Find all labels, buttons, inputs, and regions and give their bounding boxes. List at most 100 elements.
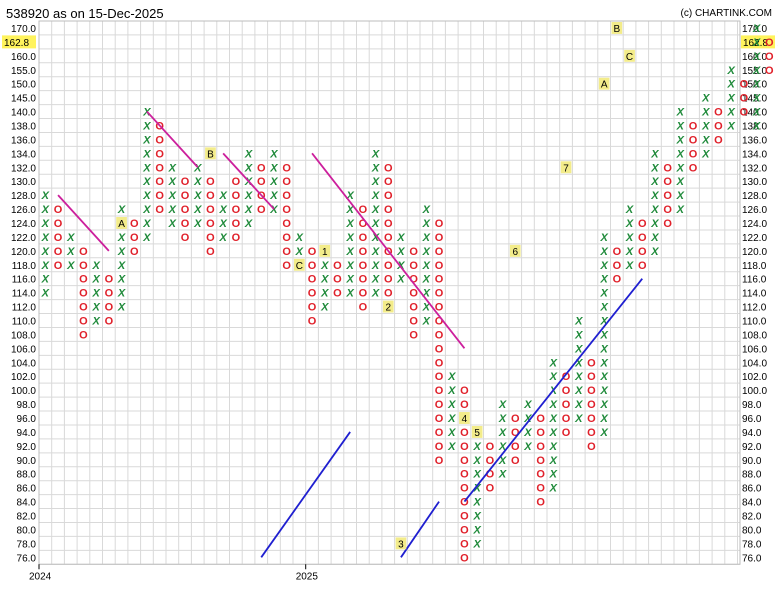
o-mark: O [689,120,698,132]
x-mark: X [599,246,608,258]
o-mark: O [536,413,545,425]
y-tick-label-left: 98.0 [17,400,37,411]
o-mark: O [333,288,342,300]
x-mark: X [269,204,278,216]
o-mark: O [257,204,266,216]
x-mark: X [371,232,380,244]
x-mark: X [66,232,75,244]
o-mark: O [359,246,368,258]
x-mark: X [193,218,202,230]
o-mark: O [181,218,190,230]
o-mark: O [257,162,266,174]
y-tick-label-left: 116.0 [12,275,37,286]
o-mark: O [155,134,164,146]
x-mark: X [752,93,761,105]
o-mark: O [308,302,317,314]
x-mark: X [574,329,583,341]
y-tick-label-right: 138.0 [742,121,767,132]
x-mark: X [168,176,177,188]
o-mark: O [511,441,520,453]
y-tick-label-right: 132.0 [742,163,767,174]
x-mark: X [345,246,354,258]
x-mark: X [701,93,710,105]
o-mark: O [435,232,444,244]
x-mark: X [752,23,761,35]
y-tick-label-left: 114.0 [12,289,37,300]
x-mark: X [549,469,558,481]
x-mark: X [472,538,481,550]
o-mark: O [663,176,672,188]
o-mark: O [435,288,444,300]
o-mark: O [460,441,469,453]
x-mark: X [91,260,100,272]
last-price-label-left: 162.8 [4,38,29,49]
o-mark: O [460,385,469,397]
x-mark: X [422,274,431,286]
o-mark: O [359,260,368,272]
o-mark: O [689,162,698,174]
o-mark: O [435,455,444,467]
x-mark: X [269,190,278,202]
x-mark: X [117,246,126,258]
x-mark: X [295,246,304,258]
x-mark: X [371,246,380,258]
x-mark: X [676,190,685,202]
o-mark: O [740,107,749,119]
x-mark: X [117,232,126,244]
x-mark: X [117,274,126,286]
x-mark: X [752,51,761,63]
o-mark: O [638,260,647,272]
x-mark: X [218,204,227,216]
x-mark: X [41,274,50,286]
month-marker-bg [611,22,623,34]
y-tick-label-right: 136.0 [742,135,767,146]
x-mark: X [371,274,380,286]
o-mark: O [155,148,164,160]
x-mark: X [142,148,151,160]
o-mark: O [765,51,774,63]
x-mark: X [117,204,126,216]
x-mark: X [574,371,583,383]
y-tick-label-left: 132.0 [11,163,36,174]
x-mark: X [269,176,278,188]
o-mark: O [79,274,88,286]
x-mark: X [91,288,100,300]
o-mark: O [155,204,164,216]
x-mark: X [269,162,278,174]
x-mark: X [269,148,278,160]
y-tick-label-left: 145.0 [11,94,36,105]
y-tick-label-left: 76.0 [17,553,37,564]
x-mark: X [91,302,100,314]
month-marker-bg [459,412,470,424]
y-tick-label-left: 150.0 [11,80,36,91]
o-mark: O [232,218,241,230]
y-tick-label-left: 94.0 [17,428,37,439]
x-mark: X [396,274,405,286]
x-mark: X [701,107,710,119]
y-tick-label-left: 90.0 [17,456,37,467]
y-tick-label-left: 80.0 [17,525,37,536]
month-marker: 6 [512,247,518,258]
y-tick-label-right: 84.0 [742,498,762,509]
x-mark: X [472,497,481,509]
o-mark: O [663,218,672,230]
o-mark: O [384,218,393,230]
y-axis-right: 170.0 162.8 160.0 155.0 150.0 145.0 140.0 138.0… [741,24,775,564]
x-mark: X [41,232,50,244]
o-mark: O [409,315,418,327]
month-marker: C [626,52,633,63]
o-mark: O [282,218,291,230]
x-mark: X [549,483,558,495]
o-mark: O [359,302,368,314]
o-mark: O [486,483,495,495]
o-mark: O [714,107,723,119]
o-mark: O [54,218,63,230]
o-mark: O [435,357,444,369]
x-mark: X [345,190,354,202]
x-mark: X [574,385,583,397]
y-tick-label-right: 128.0 [742,191,767,202]
x-mark: X [244,218,253,230]
o-mark: O [486,441,495,453]
x-mark: X [574,399,583,411]
x-mark: X [371,288,380,300]
